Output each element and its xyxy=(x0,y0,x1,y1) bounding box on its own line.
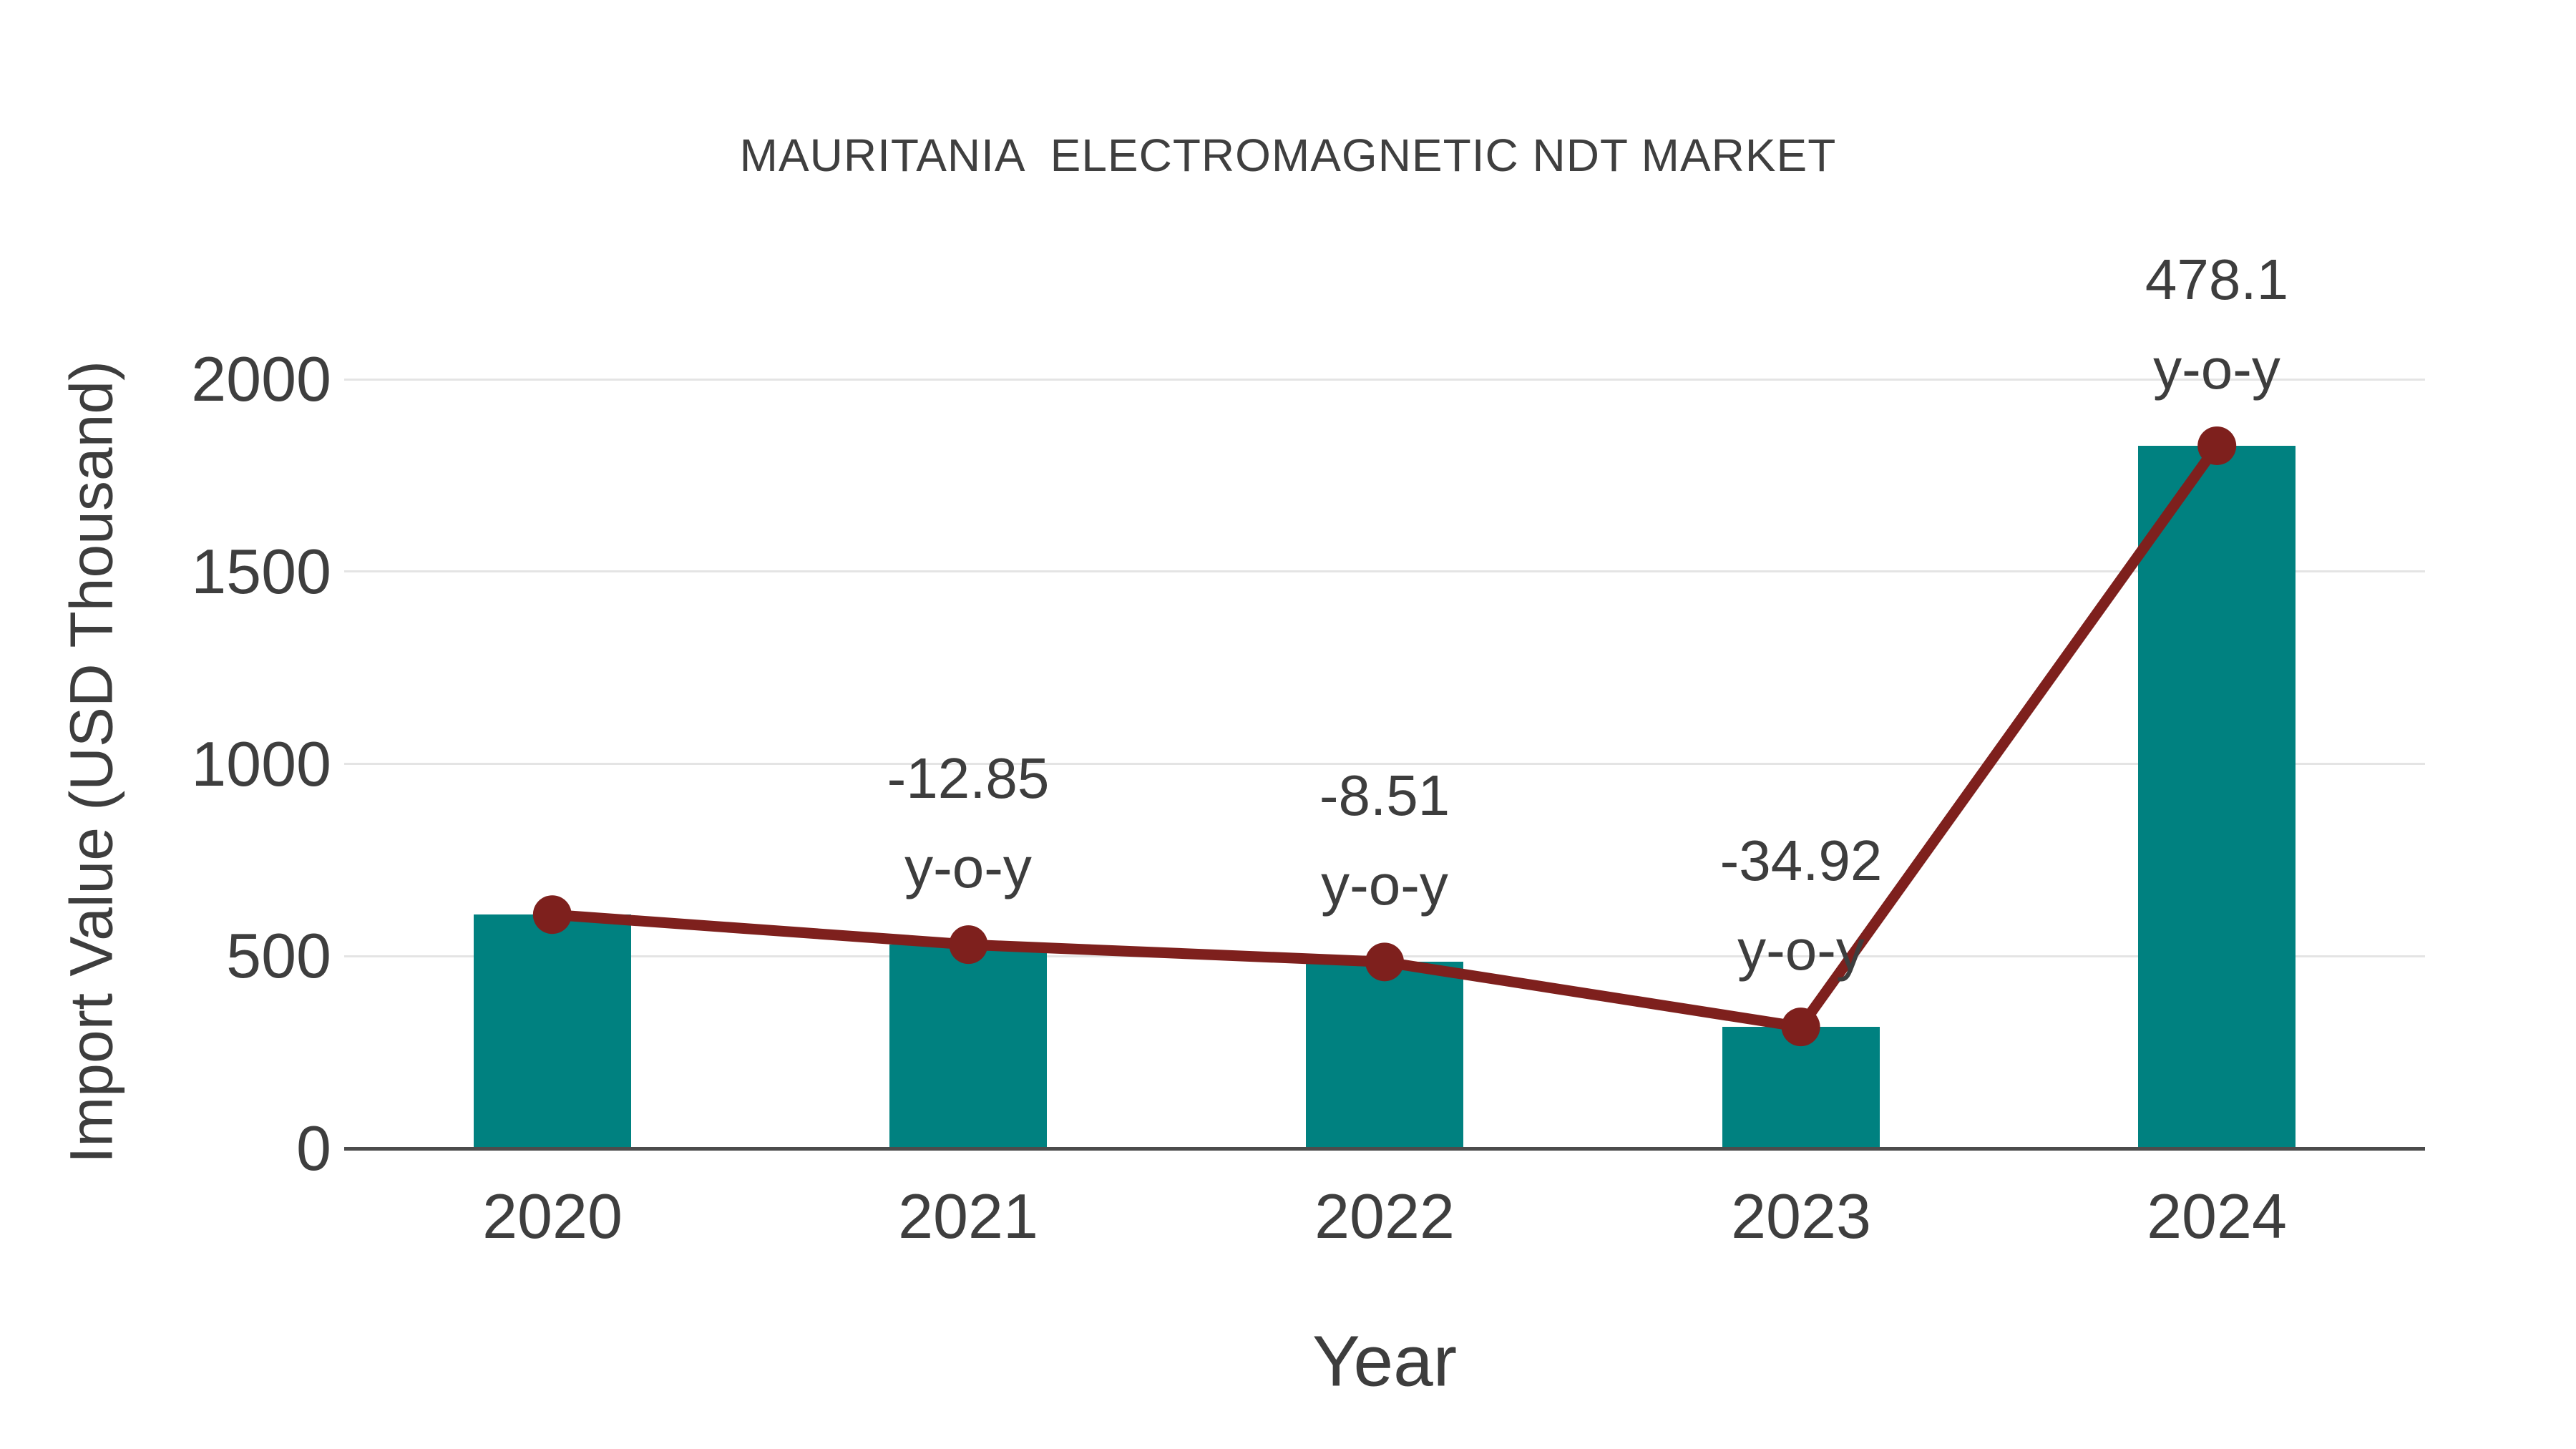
bar-2021 xyxy=(889,945,1047,1148)
yoy-value-label-2024: 478.1 xyxy=(2145,248,2289,311)
x-axis-line xyxy=(344,1147,2425,1151)
x-tick-label-2021: 2021 xyxy=(898,1181,1038,1252)
x-tick-label-2020: 2020 xyxy=(482,1181,623,1252)
x-tick-label-2022: 2022 xyxy=(1314,1181,1455,1252)
x-tick-label-2024: 2024 xyxy=(2147,1181,2287,1252)
bar-2024 xyxy=(2138,446,2296,1148)
gridline-2000 xyxy=(344,379,2425,381)
y-tick-label-2000: 2000 xyxy=(191,343,331,414)
y-tick-label-500: 500 xyxy=(226,920,331,991)
gridline-1000 xyxy=(344,763,2425,765)
yoy-value-label-2023: -34.92 xyxy=(1719,829,1883,892)
yoy-suffix-label-2022: y-o-y xyxy=(1321,853,1448,917)
yoy-suffix-label-2021: y-o-y xyxy=(904,836,1032,899)
y-tick-label-1500: 1500 xyxy=(191,536,331,607)
chart-title: MAURITANIA ELECTROMAGNETIC NDT MARKET xyxy=(739,130,1837,181)
bar-2022 xyxy=(1306,962,1463,1148)
y-tick-label-0: 0 xyxy=(296,1113,331,1184)
data-point-marker-2023 xyxy=(1781,1008,1820,1047)
data-point-marker-2021 xyxy=(949,925,988,965)
bar-2023 xyxy=(1722,1027,1880,1148)
yoy-suffix-label-2023: y-o-y xyxy=(1737,918,1865,982)
data-point-marker-2024 xyxy=(2197,426,2237,465)
data-point-marker-2022 xyxy=(1365,942,1404,982)
x-axis-title: Year xyxy=(1312,1321,1458,1402)
bar-2020 xyxy=(474,914,631,1148)
x-tick-label-2023: 2023 xyxy=(1731,1181,1871,1252)
yoy-suffix-label-2024: y-o-y xyxy=(2153,337,2280,401)
yoy-value-label-2021: -12.85 xyxy=(887,746,1050,810)
data-point-marker-2020 xyxy=(532,895,572,935)
y-tick-label-1000: 1000 xyxy=(191,728,331,799)
yoy-trend-line xyxy=(552,442,2222,1033)
yoy-value-label-2022: -8.51 xyxy=(1319,763,1450,827)
gridline-1500 xyxy=(344,570,2425,572)
